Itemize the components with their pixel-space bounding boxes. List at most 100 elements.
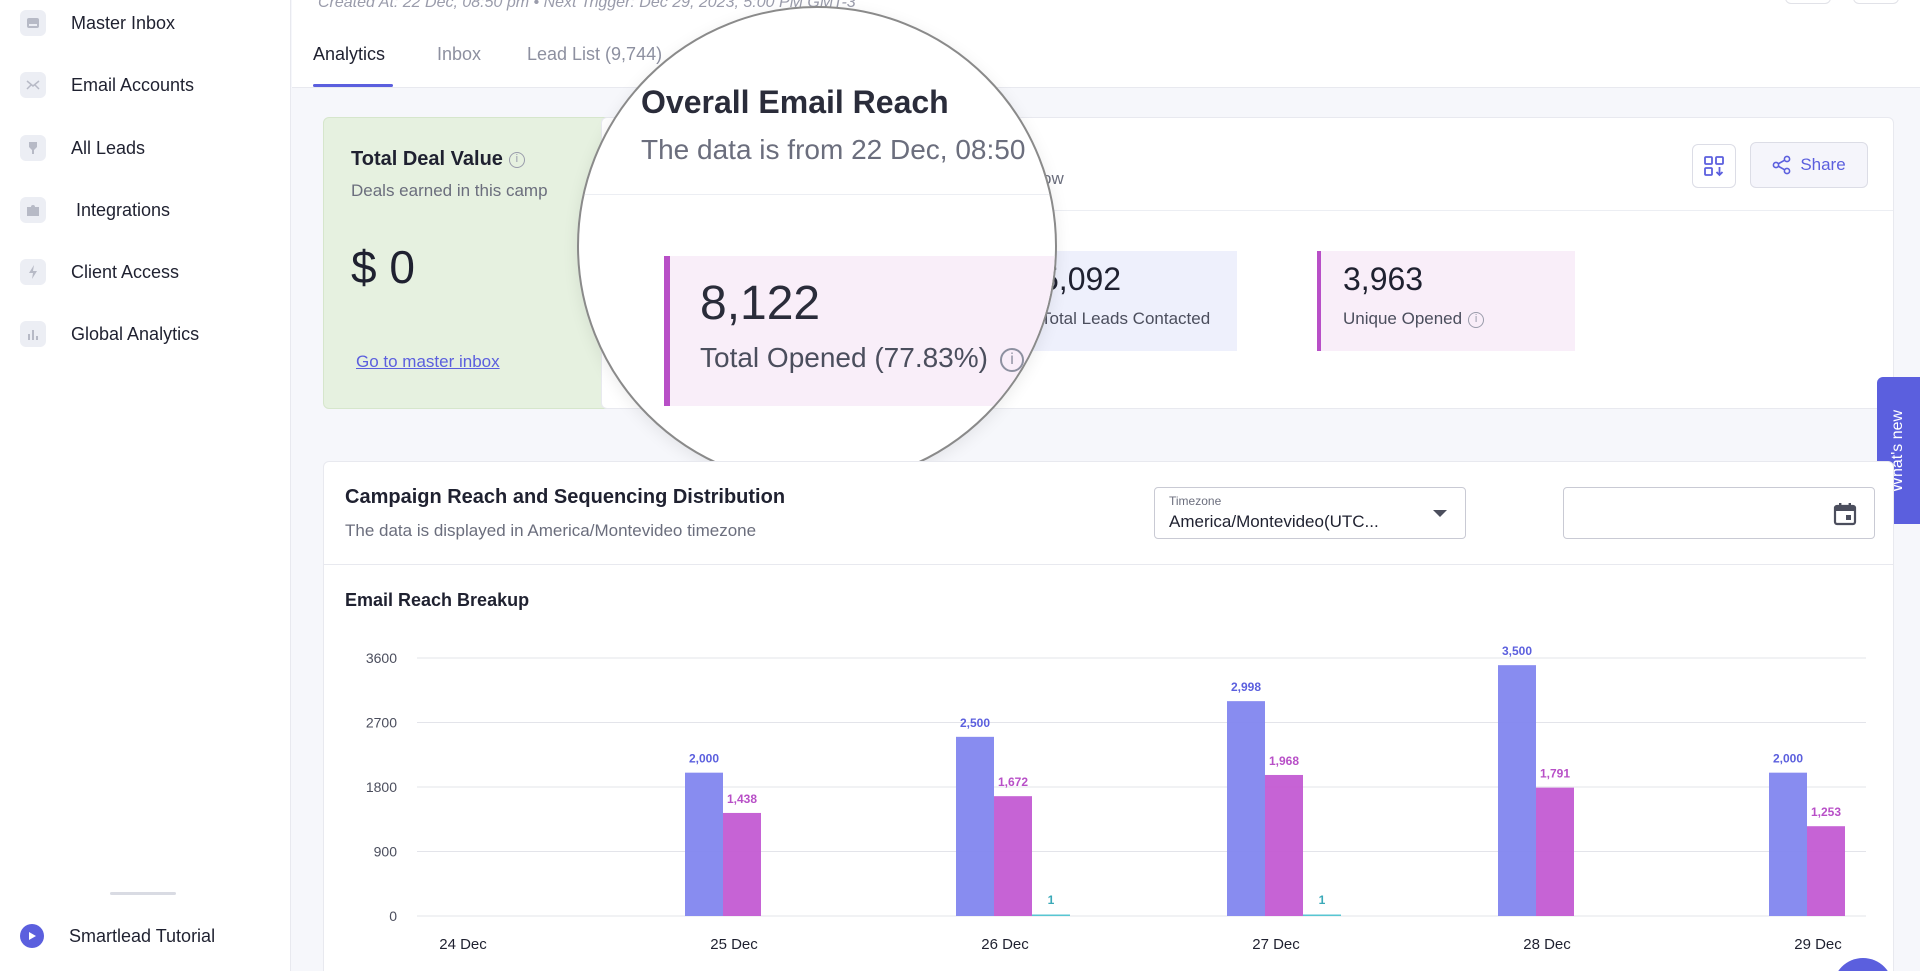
timezone-select[interactable]: Timezone America/Montevideo(UTC...: [1154, 487, 1466, 539]
divider: [602, 210, 1893, 211]
sidebar-item-client-access[interactable]: Client Access: [0, 244, 291, 300]
active-tab-indicator: [313, 84, 393, 87]
sidebar-item-global-analytics[interactable]: Global Analytics: [0, 306, 291, 362]
reach-title: Overall Email Reach: [641, 84, 949, 120]
bar: [1227, 701, 1265, 916]
y-tick-label: 2700: [366, 715, 397, 731]
x-tick-label: 27 Dec: [1252, 936, 1300, 953]
tutorial-label: Smartlead Tutorial: [69, 925, 216, 946]
stat-unique-opened: 3,963 Unique Opened i: [1317, 251, 1575, 351]
tab-inbox[interactable]: Inbox: [437, 44, 482, 64]
sidebar-item-email-accounts[interactable]: Email Accounts: [0, 57, 291, 113]
sidebar-item-label: Integrations: [76, 199, 171, 220]
bolt-icon: [20, 259, 46, 285]
data-label: 1: [1048, 893, 1055, 907]
data-label: 1,672: [998, 775, 1028, 789]
puzzle-icon: [20, 197, 46, 223]
deal-subtitle: Deals earned in this camp: [351, 181, 548, 200]
layout-toggle-button[interactable]: [1692, 144, 1736, 188]
mail-icon: [20, 72, 46, 98]
chart-title: Email Reach Breakup: [345, 590, 530, 610]
sidebar-item-integrations[interactable]: Integrations: [0, 182, 291, 238]
data-label: 2,500: [960, 716, 990, 730]
stat-label-text: Total Opened (77.83%): [700, 342, 988, 373]
data-label: 2,000: [689, 752, 719, 766]
play-icon: [20, 924, 44, 948]
tab-lead-list[interactable]: Lead List (9,744): [527, 44, 663, 64]
sidebar-item-label: Global Analytics: [71, 323, 200, 344]
bar: [1769, 772, 1807, 916]
bar: [685, 772, 723, 916]
stat-total-leads-contacted: 5,092 Total Leads Contacted: [1027, 251, 1237, 351]
leads-icon: [20, 135, 46, 161]
section-title: Campaign Reach and Sequencing Distributi…: [345, 486, 786, 508]
x-tick-label: 28 Dec: [1523, 936, 1571, 953]
x-tick-label: 25 Dec: [710, 936, 758, 953]
data-label: 3,500: [1502, 644, 1532, 658]
campaign-reach-card: Campaign Reach and Sequencing Distributi…: [323, 461, 1894, 971]
timezone-value: America/Montevideo(UTC...: [1169, 512, 1379, 531]
info-icon[interactable]: i: [999, 347, 1024, 372]
stat-value: 3,963: [1343, 261, 1424, 297]
bar: [1498, 665, 1536, 916]
deal-value: $ 0: [351, 241, 415, 293]
stat-total-opened: 8,122 Total Opened (77.83%) i: [664, 256, 1055, 406]
sidebar-item-tutorial[interactable]: Smartlead Tutorial: [0, 910, 291, 962]
bar-chart-icon: [20, 321, 46, 347]
x-tick-label: 26 Dec: [981, 936, 1029, 953]
stat-value: 8,122: [700, 277, 821, 330]
sidebar-item-master-inbox[interactable]: Master Inbox: [0, 0, 291, 51]
sidebar-item-all-leads[interactable]: All Leads: [0, 120, 291, 176]
date-picker[interactable]: [1563, 487, 1875, 539]
inbox-icon: [20, 10, 46, 36]
sidebar-item-label: Client Access: [71, 261, 180, 282]
share-button[interactable]: Share: [1750, 142, 1868, 188]
campaign-meta: Created At: 22 Dec, 08:50 pm • Next Trig…: [318, 0, 856, 11]
chat-bubble-button[interactable]: [1833, 958, 1893, 971]
header-action-button[interactable]: [1785, 0, 1831, 4]
y-tick-label: 900: [374, 844, 398, 860]
data-label: 1,791: [1540, 767, 1570, 781]
campaign-header: [292, 0, 1920, 88]
data-label: 1,968: [1269, 754, 1299, 768]
data-label: 2,998: [1231, 680, 1261, 694]
bar: [956, 736, 994, 916]
deal-title: Total Deal Value i: [351, 148, 525, 171]
bar: [1265, 774, 1303, 916]
x-tick-label: 29 Dec: [1794, 936, 1842, 953]
reach-subtitle: The data is from 22 Dec, 08:50: [641, 134, 1026, 165]
bar: [994, 796, 1032, 916]
deal-value-card: Total Deal Value i Deals earned in this c…: [323, 117, 623, 409]
data-label: 1,438: [727, 792, 757, 806]
stat-label: Total Opened (77.83%) i: [700, 342, 1024, 374]
tab-analytics[interactable]: Analytics: [313, 44, 386, 64]
sidebar-divider: [110, 892, 176, 895]
sidebar-item-label: All Leads: [71, 137, 146, 158]
stat-label: Total Leads Contacted: [1041, 309, 1211, 328]
y-tick-label: 3600: [366, 650, 397, 666]
y-tick-label: 1800: [366, 779, 397, 795]
share-label: Share: [1800, 155, 1846, 174]
sidebar: Master Inbox Email Accounts All Leads In…: [0, 0, 291, 971]
magnifier-overlay: Overall Email Reach The data is from 22 …: [577, 6, 1057, 486]
chevron-down-icon: [1433, 510, 1447, 517]
sidebar-item-label: Master Inbox: [71, 12, 176, 33]
bar: [723, 812, 761, 916]
timezone-label: Timezone: [1169, 494, 1222, 508]
header-action-button[interactable]: [1853, 0, 1899, 4]
info-icon[interactable]: i: [508, 151, 525, 168]
go-to-master-inbox-link[interactable]: Go to master inbox: [356, 352, 500, 371]
deal-title-text: Total Deal Value: [351, 148, 503, 170]
divider: [579, 194, 1055, 195]
share-icon: [1772, 155, 1791, 175]
info-icon[interactable]: i: [1468, 311, 1485, 328]
data-label: 2,000: [1773, 752, 1803, 766]
stat-label-text: Unique Opened: [1343, 309, 1463, 328]
bar: [1303, 914, 1341, 916]
bar: [1032, 914, 1070, 916]
sidebar-item-label: Email Accounts: [71, 74, 195, 95]
calendar-icon: [1833, 503, 1857, 526]
data-label: 1: [1319, 893, 1326, 907]
data-label: 1,253: [1811, 805, 1841, 819]
grid-icon: [1704, 156, 1724, 177]
